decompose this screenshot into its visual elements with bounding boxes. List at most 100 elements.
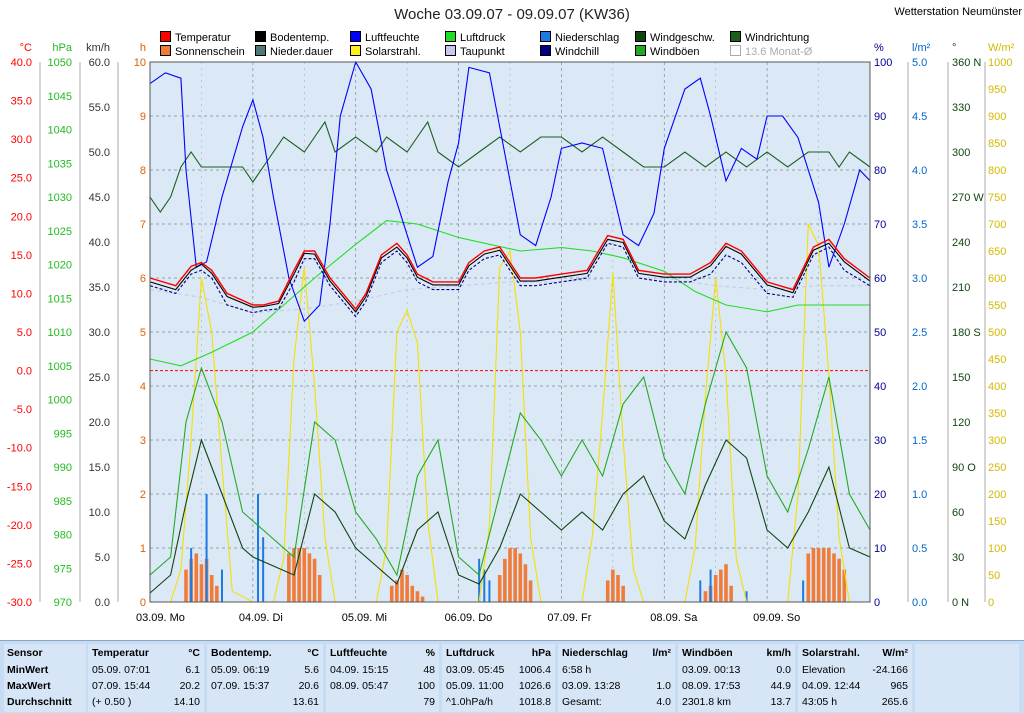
stat-unit: % — [425, 647, 435, 659]
stat-value: 1006.4 — [518, 664, 551, 676]
stat-value: 79 — [423, 696, 435, 708]
pressure-tick-label: 970 — [54, 597, 72, 609]
solar-tick-label: 450 — [988, 354, 1006, 366]
humidity-tick-label: 50 — [874, 327, 886, 339]
bar-sonnenschein — [703, 591, 708, 602]
wind-tick-label: 30.0 — [89, 327, 110, 339]
stat-column-windboeen: Windböen km/h 03.09. 00:13 0.0 08.09. 17:53 4… — [678, 644, 795, 712]
stat-column-solarstrahl: Solarstrahl. W/m² Elevation -24.166 04.09. 1… — [798, 644, 912, 712]
pressure-tick-label: 1025 — [48, 226, 72, 238]
humidity-tick-label: 40 — [874, 381, 886, 393]
bar-sonnenschein — [513, 548, 517, 602]
solar-tick-label: 550 — [988, 300, 1006, 312]
pressure-tick-label: 1015 — [48, 293, 72, 305]
temp-tick-label: 25.0 — [11, 173, 32, 185]
solar-tick-label: 850 — [988, 138, 1006, 150]
stat-value-label: 43:05 h — [802, 696, 838, 708]
stat-column-empty — [915, 644, 1019, 712]
stat-value: 6.1 — [185, 664, 200, 676]
legend-item[interactable]: Luftfeuchte — [350, 31, 419, 44]
stat-unit: W/m² — [882, 647, 908, 659]
legend-item[interactable]: Luftdruck — [445, 31, 505, 44]
rain-tick-label: 0.0 — [912, 597, 927, 609]
bar-niederschlag — [257, 494, 259, 602]
solar-tick-label: 300 — [988, 435, 1006, 447]
bar-niederschlag — [205, 494, 208, 602]
legend-label: Sonnenschein — [175, 46, 245, 58]
direction-tick-label: 300 — [952, 147, 970, 159]
wind-unit-label: km/h — [86, 42, 110, 54]
legend-item[interactable]: Taupunkt — [445, 45, 505, 58]
stat-value: -24.166 — [872, 664, 908, 676]
legend-item[interactable]: Sonnenschein — [160, 45, 245, 58]
stat-value: 100 — [417, 680, 435, 692]
stat-value-label: 04.09. 15:15 — [330, 664, 389, 676]
stat-value-label: 04.09. 12:44 — [802, 680, 861, 692]
legend-item[interactable]: Nieder.dauer — [255, 45, 333, 58]
solar-tick-label: 1000 — [988, 57, 1012, 69]
bar-sonnenschein — [605, 580, 610, 602]
solar-tick-label: 600 — [988, 273, 1006, 285]
bar-sonnenschein — [405, 575, 409, 602]
legend-item[interactable]: Niederschlag — [540, 31, 619, 44]
rain-tick-label: 3.5 — [912, 219, 927, 231]
direction-tick-label: 60 — [952, 507, 964, 519]
rain-tick-label: 2.5 — [912, 327, 927, 339]
stat-row-label: MinWert — [7, 664, 49, 676]
legend-item[interactable]: Windrichtung — [730, 31, 809, 44]
legend-swatch-icon — [160, 31, 171, 42]
bar-sonnenschein — [410, 585, 415, 602]
wind-tick-label: 50.0 — [89, 147, 110, 159]
bar-sonnenschein — [729, 585, 733, 602]
series-line-luftdruck — [149, 220, 870, 367]
legend-item[interactable]: Windböen — [635, 45, 700, 58]
legend-item[interactable]: 13.6 Monat-Ø — [730, 45, 812, 58]
direction-tick-label: 360 N — [952, 57, 981, 69]
station-name: Wetterstation Neumünster — [894, 6, 1022, 18]
direction-tick-label: 240 — [952, 237, 970, 249]
day-label: 07.09. Fr — [547, 612, 591, 624]
bar-sonnenschein — [508, 548, 512, 602]
legend-label: Luftdruck — [460, 32, 506, 44]
rain-tick-label: 3.0 — [912, 273, 927, 285]
pressure-tick-label: 1050 — [48, 57, 72, 69]
pressure-tick-label: 1010 — [48, 327, 72, 339]
stat-value-label: 6:58 h — [562, 664, 592, 676]
stat-header: Bodentemp. — [211, 647, 272, 659]
legend-item[interactable]: Solarstrahl. — [350, 45, 421, 58]
bar-niederschlag — [699, 580, 702, 602]
legend-label: Windrichtung — [745, 32, 810, 44]
bar-sonnenschein — [400, 569, 404, 602]
bar-sonnenschein — [307, 553, 312, 602]
pressure-tick-label: 975 — [54, 563, 72, 575]
bar-sonnenschein — [806, 553, 811, 602]
series-line-windrichtung — [149, 120, 871, 213]
rain-tick-label: 4.0 — [912, 165, 927, 177]
bar-niederschlag — [221, 569, 223, 602]
direction-tick-label: 330 — [952, 102, 970, 114]
legend-label: Nieder.dauer — [270, 46, 333, 58]
legend-item[interactable]: Windchill — [540, 45, 599, 58]
temp-tick-label: 0.0 — [17, 366, 32, 378]
legend-item[interactable]: Bodentemp. — [255, 31, 329, 44]
bar-sonnenschein — [503, 558, 507, 602]
stat-value-label: 05.09. 11:00 — [446, 680, 504, 692]
pressure-tick-label: 1020 — [48, 260, 72, 272]
humidity-tick-label: 20 — [874, 489, 886, 501]
hours-tick-label: 4 — [140, 381, 146, 393]
solar-tick-label: 800 — [988, 165, 1006, 177]
temp-tick-label: 40.0 — [11, 57, 32, 69]
chart-title: Woche 03.09.07 - 09.09.07 (KW36) — [394, 6, 630, 23]
legend-item[interactable]: Temperatur — [160, 31, 231, 44]
stat-value: 265.6 — [881, 696, 908, 708]
stat-row-label: MaxWert — [7, 680, 51, 692]
bar-sonnenschein — [215, 585, 219, 602]
pressure-tick-label: 1035 — [48, 158, 72, 170]
bar-niederschlag — [478, 558, 481, 602]
temp-tick-label: -20.0 — [7, 520, 32, 532]
legend-item[interactable]: Windgeschw. — [635, 31, 715, 44]
stat-value-label: 07.09. 15:44 — [92, 680, 151, 692]
rain-tick-label: 5.0 — [912, 57, 927, 69]
stat-value: 13.7 — [770, 696, 791, 708]
stat-column-niederschlag: Niederschlag l/m² 6:58 h 03.09. 13:28 1.0 Ges… — [558, 644, 675, 712]
